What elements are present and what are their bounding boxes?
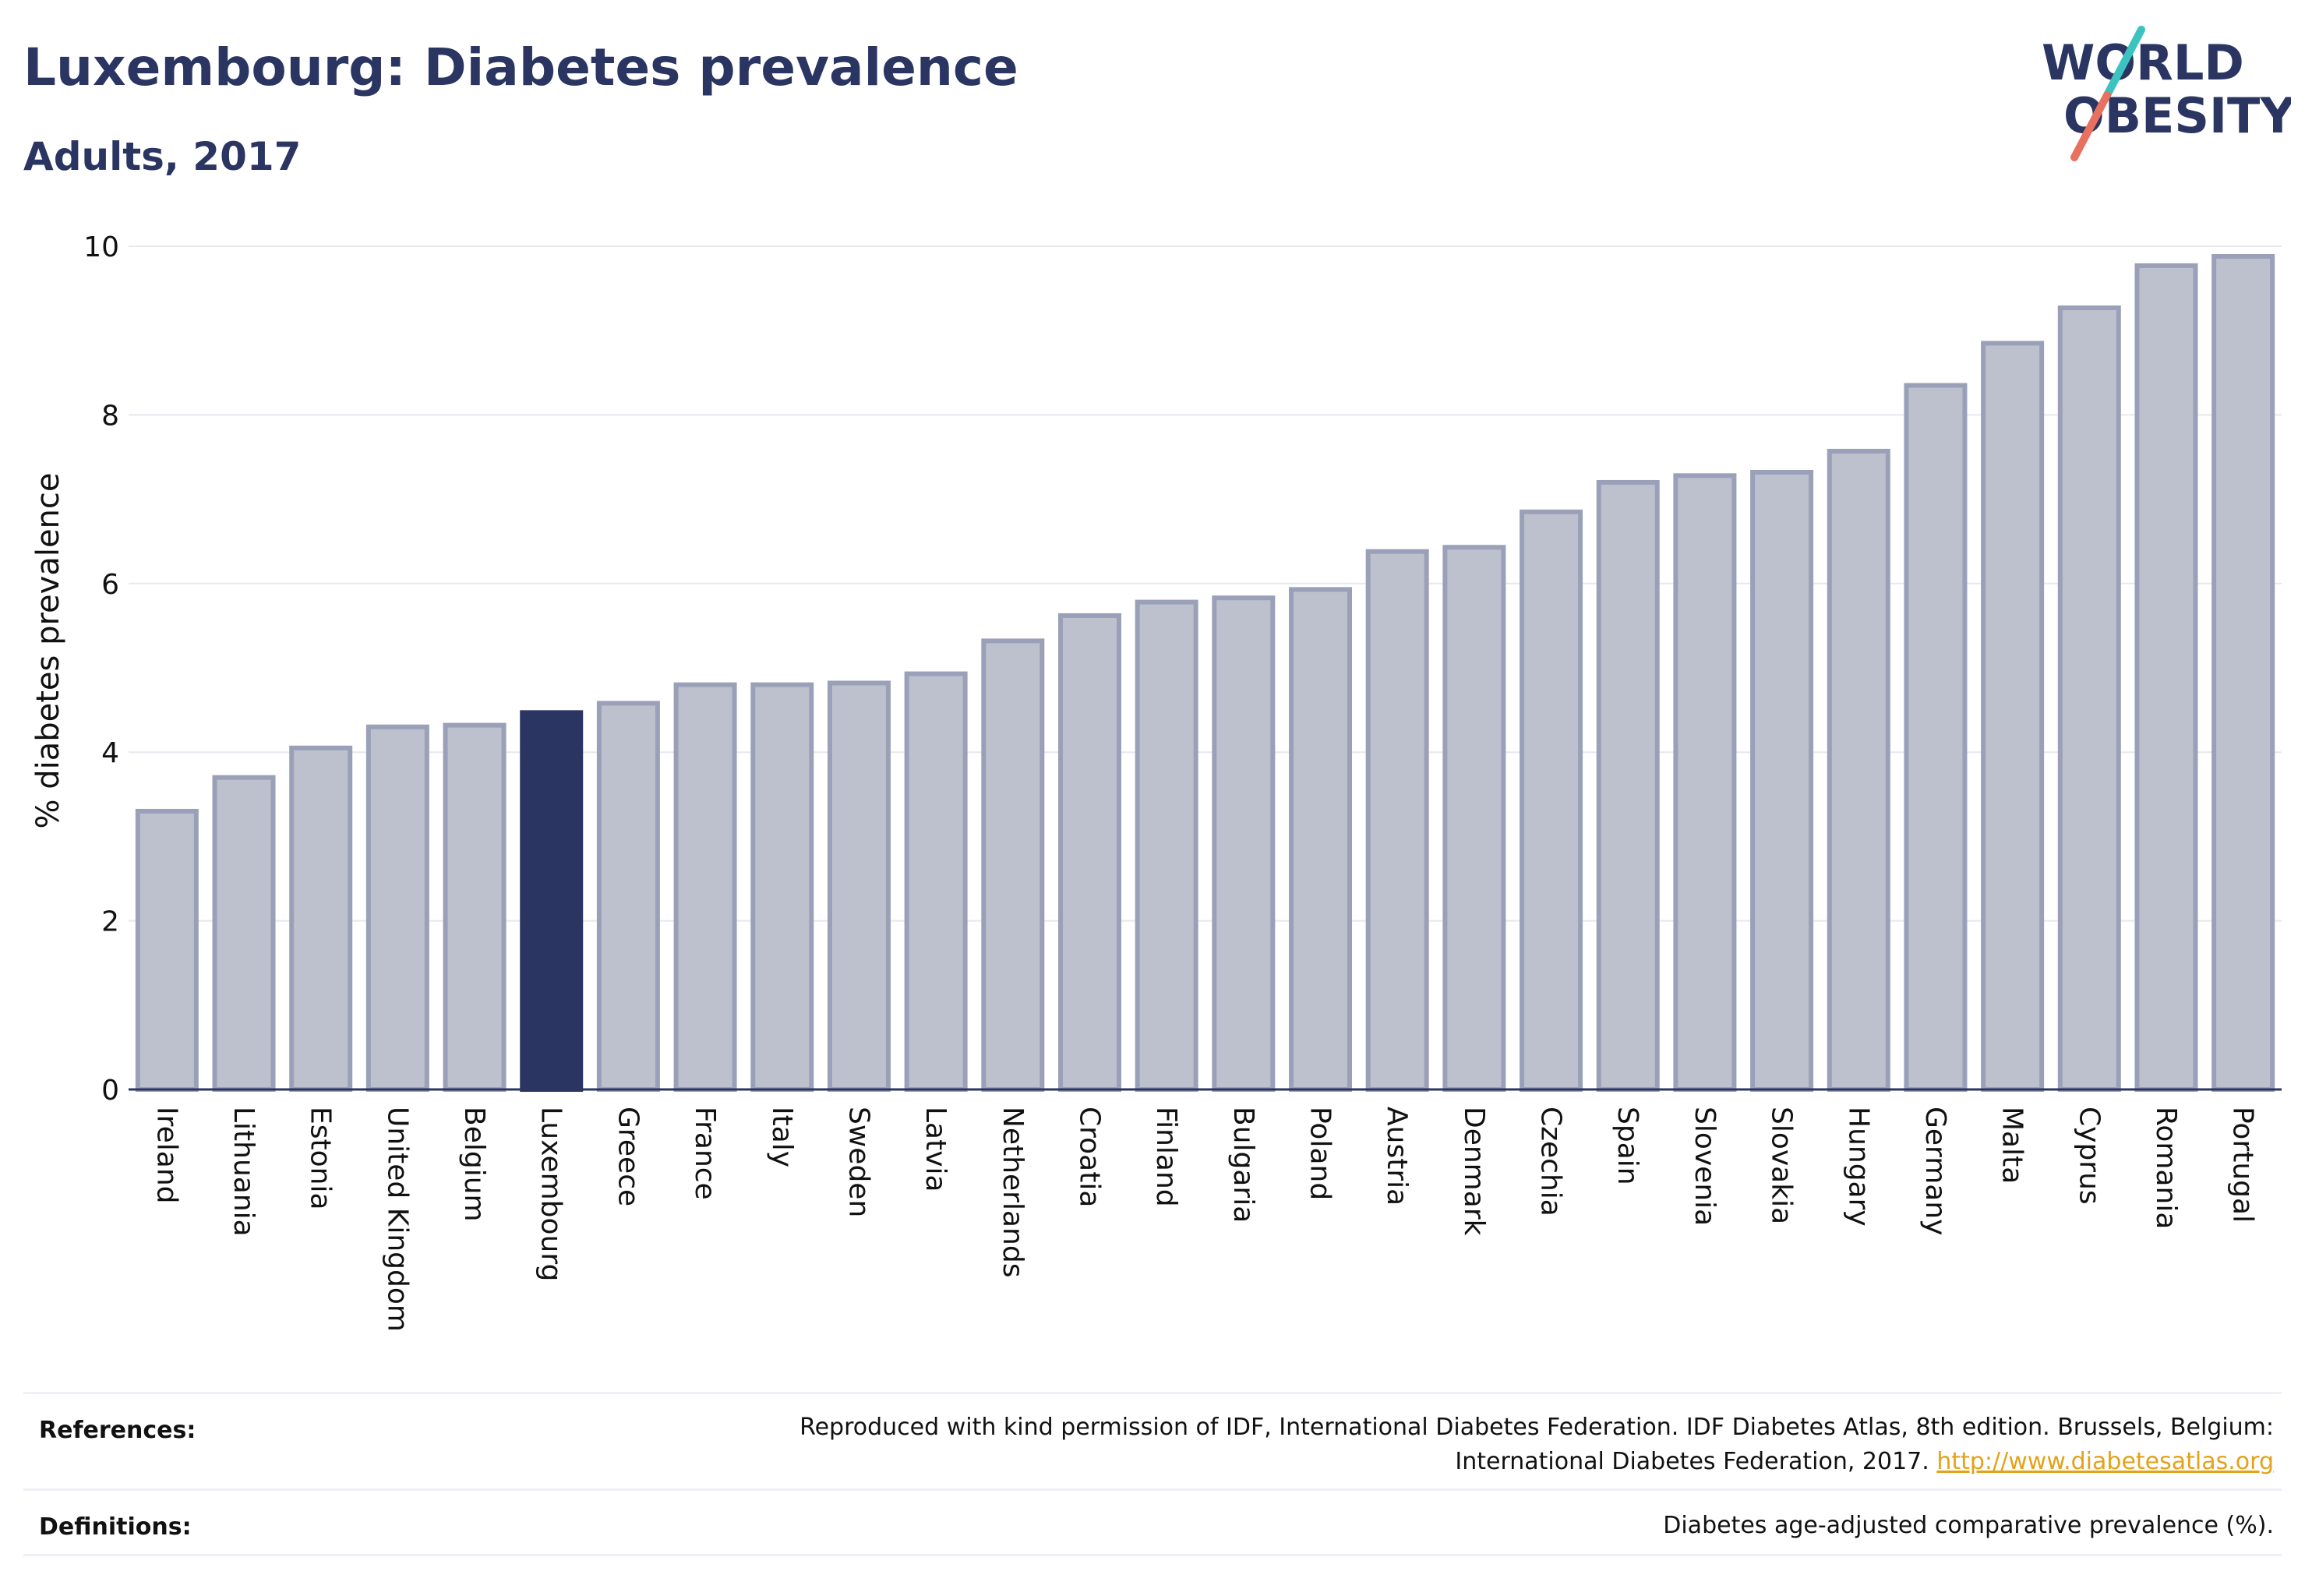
bar-finland [1135, 599, 1198, 1092]
x-tick-label: Hungary [1842, 1107, 1874, 1227]
x-tick-label: Finland [1150, 1107, 1182, 1207]
bar-poland [1289, 587, 1353, 1092]
world-obesity-logo: WORLD OBESITY [2042, 26, 2291, 161]
references-line2-wrap: International Diabetes Federation, 2017.… [800, 1445, 2274, 1479]
y-tick-label: 8 [101, 400, 119, 432]
bar-lithuania [212, 775, 276, 1092]
logo-line2: OBESITY [2063, 87, 2291, 144]
axis-layer: 0 2 4 6 8 10 Ireland Lithuania Estonia United Kin… [83, 231, 2282, 1332]
bar-malta [1981, 341, 2045, 1092]
logo-slash-coral [2070, 91, 2111, 161]
x-tick-label: Slovenia [1689, 1107, 1721, 1226]
bar-chart: 0 2 4 6 8 10 Ireland Lithuania Estonia United Kin… [30, 231, 2282, 1332]
references-text: Reproduced with kind permission of IDF, … [800, 1411, 2274, 1479]
x-tick-label: Austria [1381, 1107, 1413, 1206]
y-tick-label: 2 [101, 906, 119, 938]
x-tick-label: Spain [1611, 1107, 1643, 1185]
bar-austria [1365, 549, 1429, 1092]
x-tick-label: Ireland [150, 1107, 182, 1204]
bar-spain [1596, 479, 1660, 1092]
x-tick-label: Cyprus [2073, 1107, 2105, 1205]
x-tick-label: Poland [1304, 1107, 1336, 1200]
x-tick-label: Latvia [920, 1107, 951, 1192]
bar-slovakia [1750, 469, 1814, 1092]
references-line2: International Diabetes Federation, 2017. [1455, 1448, 1929, 1475]
bar-cyprus [2057, 305, 2121, 1092]
bar-denmark [1442, 545, 1506, 1092]
x-tick-label: Estonia [305, 1107, 337, 1210]
bar-romania [2134, 263, 2198, 1092]
y-tick-label: 10 [83, 231, 119, 263]
x-tick-label: Bulgaria [1227, 1107, 1259, 1223]
bar-slovenia [1673, 473, 1737, 1092]
references-label: References: [39, 1417, 196, 1444]
logo-slash-teal [2103, 26, 2145, 99]
x-tick-label: Slovakia [1766, 1107, 1798, 1224]
bar-estonia [289, 745, 353, 1092]
x-tick-label: Malta [1996, 1107, 2028, 1184]
x-tick-label: Czechia [1535, 1107, 1567, 1216]
bar-luxembourg [520, 710, 584, 1092]
x-tick-label: Romania [2150, 1107, 2182, 1229]
x-tick-label: Luxembourg [535, 1107, 567, 1281]
x-tick-label: Italy [766, 1107, 798, 1167]
bar-hungary [1827, 448, 1890, 1092]
x-tick-label: Germany [1919, 1107, 1951, 1235]
bar-layer [135, 253, 2275, 1092]
bar-germany [1904, 383, 1968, 1092]
x-tick-label: Greece [612, 1107, 644, 1206]
bar-latvia [904, 671, 968, 1092]
page-title: Luxembourg: Diabetes prevalence [23, 37, 1018, 97]
x-tick-label: Sweden [842, 1107, 874, 1217]
definitions-label: Definitions: [39, 1513, 192, 1541]
page-subtitle: Adults, 2017 [23, 134, 302, 179]
bar-ireland [135, 808, 199, 1092]
y-axis-title: % diabetes prevalence [30, 472, 66, 828]
x-tick-label: Belgium [458, 1107, 490, 1222]
bar-belgium [443, 722, 507, 1092]
y-tick-label: 4 [101, 737, 119, 769]
footer-divider-top [23, 1392, 2282, 1394]
x-tick-label: Portugal [2227, 1107, 2259, 1223]
bar-sweden [827, 680, 891, 1092]
footer-divider-bottom [23, 1554, 2282, 1556]
bar-united-kingdom [365, 724, 429, 1092]
x-tick-label: Netherlands [997, 1107, 1029, 1277]
bar-bulgaria [1212, 595, 1276, 1092]
bar-croatia [1057, 613, 1121, 1092]
x-tick-label: United Kingdom [381, 1107, 413, 1332]
bar-france [673, 682, 737, 1092]
y-tick-label: 0 [101, 1075, 119, 1107]
bar-portugal [2211, 253, 2275, 1092]
bar-netherlands [981, 638, 1045, 1092]
x-tick-label: Croatia [1073, 1107, 1105, 1207]
footer-divider-mid [23, 1488, 2282, 1491]
references-link[interactable]: http://www.diabetesatlas.org [1936, 1448, 2274, 1475]
y-tick-label: 6 [101, 569, 119, 601]
x-tick-label: France [689, 1107, 721, 1200]
x-tick-label: Lithuania [228, 1107, 259, 1237]
x-tick-label: Denmark [1458, 1107, 1490, 1236]
definitions-text: Diabetes age-adjusted comparative preval… [1663, 1512, 2274, 1539]
bar-czechia [1520, 509, 1583, 1092]
bar-italy [750, 682, 814, 1092]
logo-line1: WORLD [2042, 34, 2244, 91]
references-line1: Reproduced with kind permission of IDF, … [800, 1414, 2274, 1441]
bar-greece [596, 701, 660, 1092]
